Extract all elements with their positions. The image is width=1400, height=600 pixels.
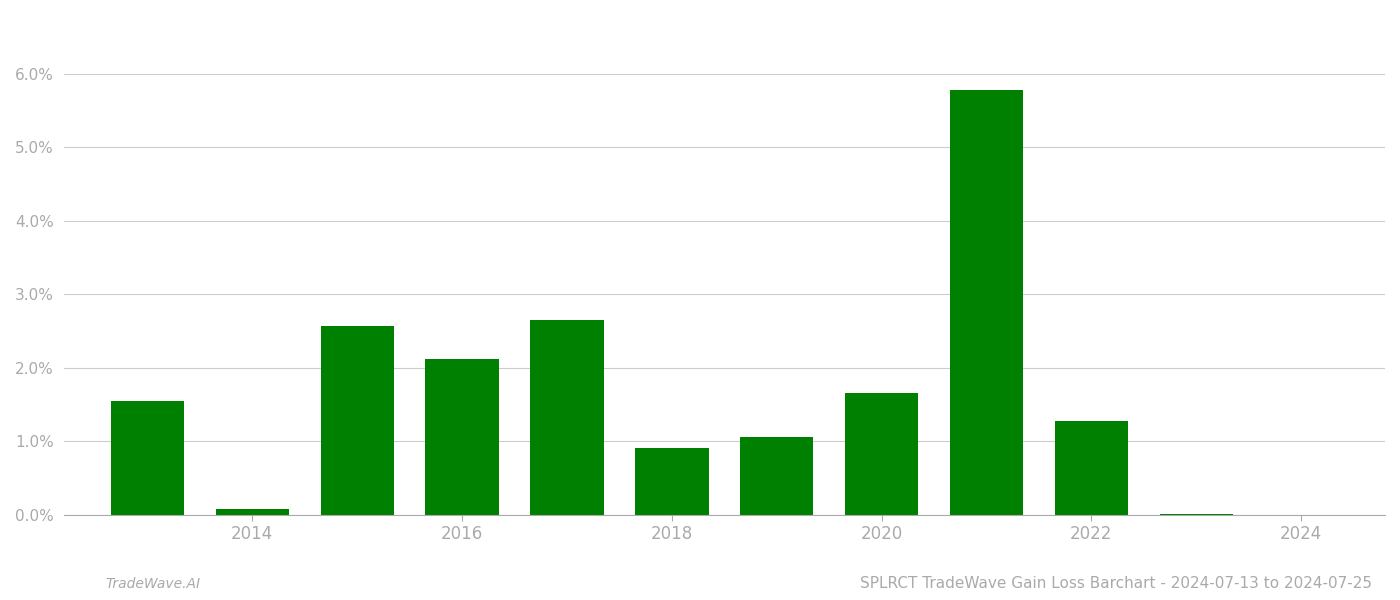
Bar <box>111 401 185 515</box>
Bar <box>216 509 288 515</box>
Bar <box>426 359 498 515</box>
Bar <box>1054 421 1128 515</box>
Bar <box>321 326 393 515</box>
Bar <box>1159 514 1233 515</box>
Bar <box>531 320 603 515</box>
Bar <box>846 394 918 515</box>
Bar <box>636 448 708 515</box>
Bar <box>741 437 813 515</box>
Text: TradeWave.AI: TradeWave.AI <box>105 577 200 591</box>
Bar <box>949 90 1023 515</box>
Text: SPLRCT TradeWave Gain Loss Barchart - 2024-07-13 to 2024-07-25: SPLRCT TradeWave Gain Loss Barchart - 20… <box>860 576 1372 591</box>
